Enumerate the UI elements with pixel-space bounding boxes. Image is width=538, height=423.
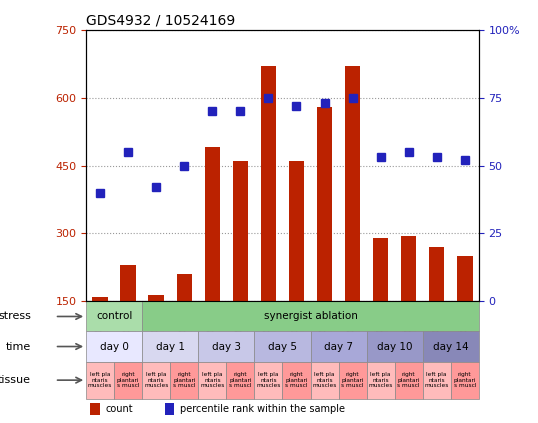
Text: left pla
ntaris
muscles: left pla ntaris muscles bbox=[144, 372, 168, 388]
Bar bbox=[338, 362, 366, 399]
Bar bbox=[395, 362, 423, 399]
Bar bbox=[423, 362, 451, 399]
Bar bbox=[165, 403, 174, 415]
Text: left pla
ntaris
muscles: left pla ntaris muscles bbox=[88, 372, 112, 388]
Text: control: control bbox=[96, 311, 132, 321]
Text: stress: stress bbox=[0, 311, 31, 321]
Text: left pla
ntaris
muscles: left pla ntaris muscles bbox=[424, 372, 449, 388]
Bar bbox=[90, 403, 100, 415]
Text: percentile rank within the sample: percentile rank within the sample bbox=[180, 404, 345, 414]
Text: left pla
ntaris
muscles: left pla ntaris muscles bbox=[256, 372, 281, 388]
Bar bbox=[254, 362, 282, 399]
Bar bbox=[204, 147, 220, 302]
Text: tissue: tissue bbox=[0, 375, 31, 385]
Bar bbox=[142, 302, 479, 332]
Text: count: count bbox=[105, 404, 133, 414]
Text: day 0: day 0 bbox=[100, 341, 129, 352]
Bar bbox=[366, 332, 423, 362]
Text: day 3: day 3 bbox=[212, 341, 241, 352]
Text: day 10: day 10 bbox=[377, 341, 413, 352]
Bar bbox=[289, 161, 304, 302]
Bar bbox=[86, 332, 142, 362]
Text: left pla
ntaris
muscles: left pla ntaris muscles bbox=[200, 372, 224, 388]
Bar bbox=[121, 265, 136, 302]
Text: right
plantari
s muscl: right plantari s muscl bbox=[173, 372, 195, 388]
Bar bbox=[451, 362, 479, 399]
Bar bbox=[429, 247, 444, 302]
Text: left pla
ntaris
muscles: left pla ntaris muscles bbox=[313, 372, 337, 388]
Bar bbox=[142, 332, 199, 362]
Bar bbox=[93, 297, 108, 302]
Bar bbox=[345, 66, 360, 302]
Bar bbox=[232, 161, 248, 302]
Bar bbox=[310, 332, 366, 362]
Bar bbox=[282, 362, 310, 399]
Bar bbox=[457, 256, 472, 302]
Bar bbox=[310, 362, 338, 399]
Bar bbox=[142, 362, 170, 399]
Text: day 7: day 7 bbox=[324, 341, 353, 352]
Text: time: time bbox=[6, 341, 31, 352]
Text: left pla
ntaris
muscles: left pla ntaris muscles bbox=[369, 372, 393, 388]
Bar bbox=[261, 66, 276, 302]
Text: day 14: day 14 bbox=[433, 341, 469, 352]
Text: synergist ablation: synergist ablation bbox=[264, 311, 357, 321]
Bar bbox=[148, 295, 164, 302]
Bar bbox=[401, 236, 416, 302]
Text: GDS4932 / 10524169: GDS4932 / 10524169 bbox=[86, 13, 235, 27]
Bar bbox=[199, 332, 254, 362]
Bar bbox=[423, 332, 479, 362]
Bar bbox=[86, 362, 114, 399]
Bar bbox=[114, 362, 142, 399]
Text: right
plantari
s muscl: right plantari s muscl bbox=[229, 372, 252, 388]
Bar bbox=[317, 107, 332, 302]
Text: day 1: day 1 bbox=[155, 341, 185, 352]
Text: right
plantari
s muscl: right plantari s muscl bbox=[285, 372, 308, 388]
Bar bbox=[86, 302, 142, 332]
Text: right
plantari
s muscl: right plantari s muscl bbox=[117, 372, 139, 388]
Bar bbox=[254, 332, 310, 362]
Text: right
plantari
s muscl: right plantari s muscl bbox=[341, 372, 364, 388]
Text: right
plantari
s muscl: right plantari s muscl bbox=[454, 372, 476, 388]
Bar bbox=[373, 238, 388, 302]
Bar bbox=[176, 274, 192, 302]
Bar bbox=[199, 362, 226, 399]
Bar bbox=[170, 362, 199, 399]
Bar bbox=[226, 362, 254, 399]
Bar bbox=[366, 362, 395, 399]
Text: right
plantari
s muscl: right plantari s muscl bbox=[398, 372, 420, 388]
Text: day 5: day 5 bbox=[268, 341, 297, 352]
